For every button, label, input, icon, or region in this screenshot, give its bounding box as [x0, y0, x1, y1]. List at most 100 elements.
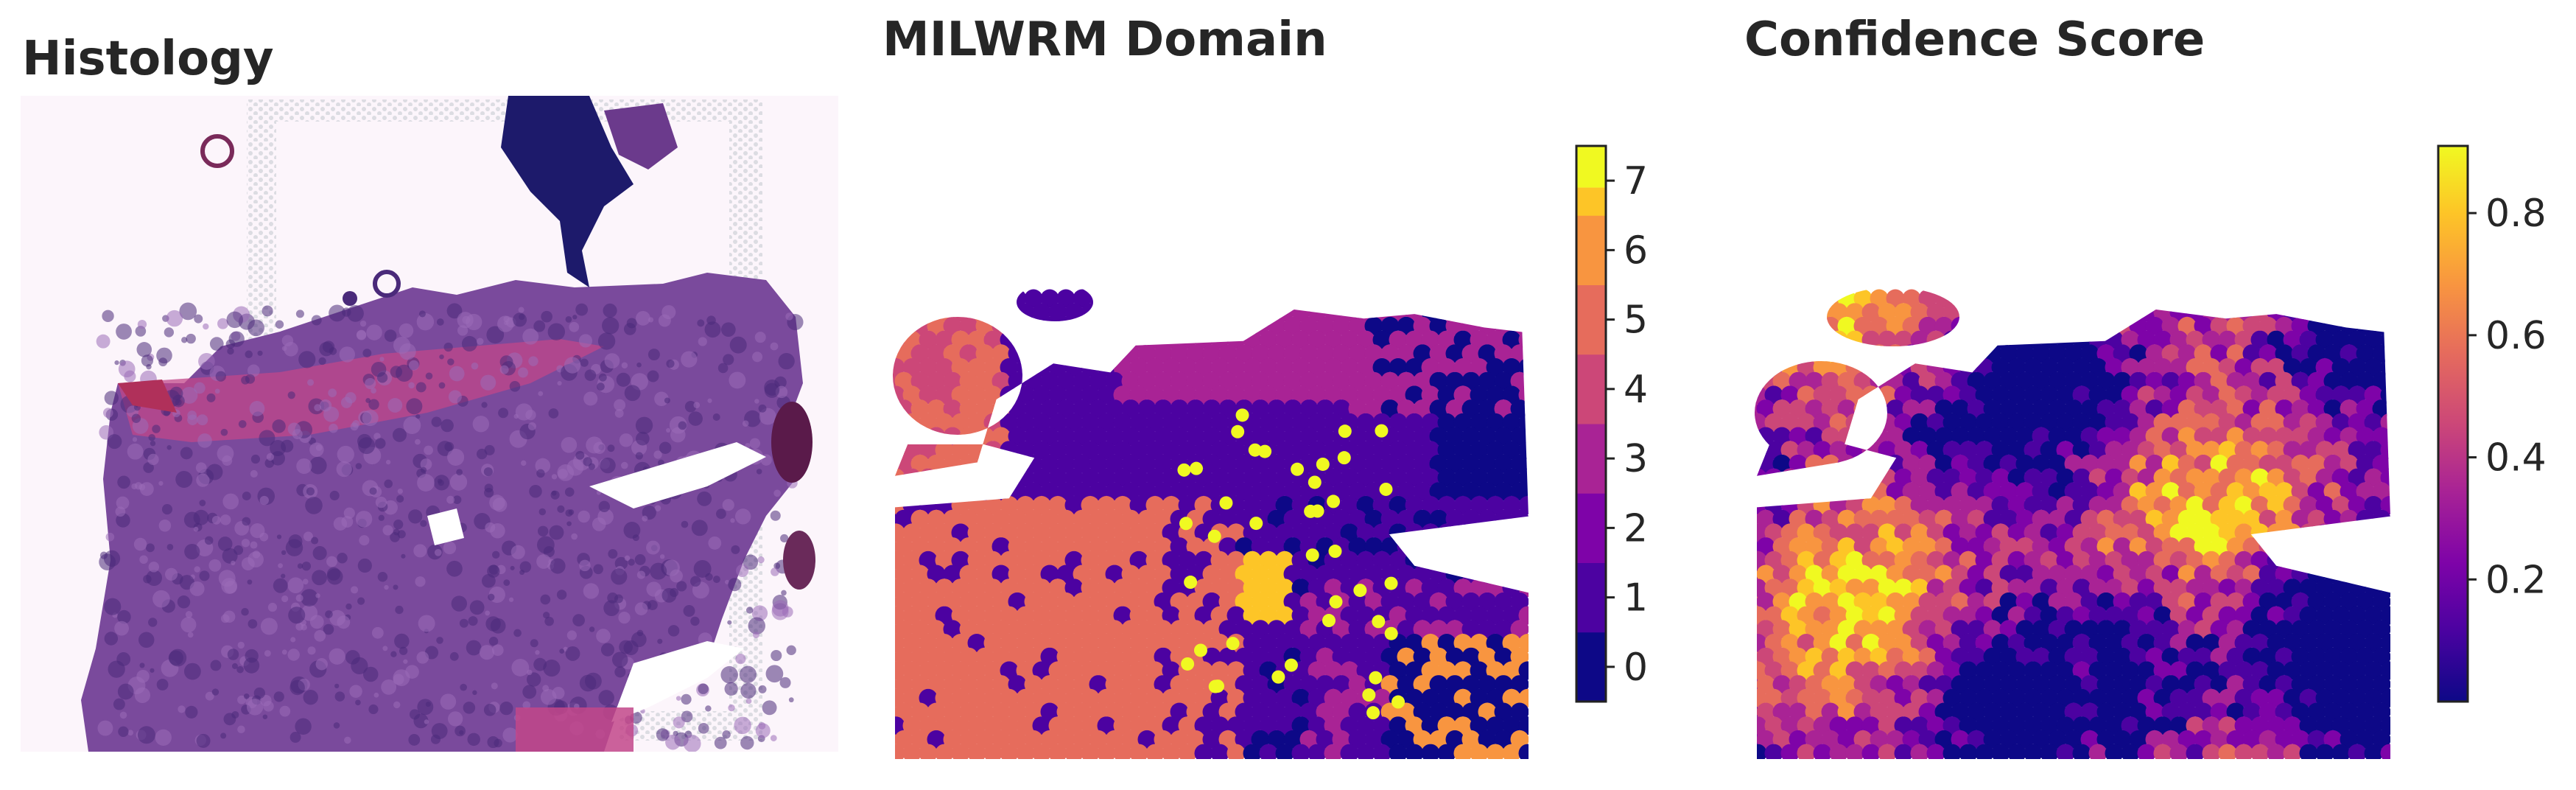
confidence-spot	[2145, 564, 2164, 584]
confidence-spot	[1934, 702, 1954, 721]
domain-spot	[1105, 592, 1124, 611]
domain-spot	[1129, 716, 1148, 735]
confidence-spot	[2315, 744, 2334, 759]
confidence-spot	[1789, 537, 1808, 556]
tissue-texture	[683, 735, 701, 752]
domain-spot	[902, 523, 922, 542]
domain-spot	[1316, 730, 1335, 749]
domain-spot	[1121, 620, 1140, 639]
confidence-spot	[2291, 537, 2310, 556]
tissue-texture	[342, 307, 351, 317]
tissue-texture	[319, 399, 332, 412]
tissue-texture	[653, 450, 662, 459]
confidence-spot	[1886, 427, 1905, 446]
tissue-texture	[178, 705, 186, 713]
domain-spot	[1291, 441, 1310, 460]
tissue-texture	[399, 323, 414, 338]
domain-spot	[1397, 371, 1416, 391]
confidence-spot	[2048, 454, 2067, 473]
domain-spot	[910, 537, 930, 556]
domain-spot	[893, 441, 905, 460]
confidence-spot	[1926, 550, 1945, 570]
tissue-texture	[572, 614, 585, 627]
tissue-texture	[193, 509, 209, 525]
confidence-spot	[2364, 744, 2383, 759]
confidence-spot	[2234, 523, 2253, 542]
confidence-spot	[1756, 399, 1775, 419]
domain-spot	[1218, 344, 1238, 363]
confidence-spot	[1886, 730, 1905, 749]
domain-spot	[1170, 620, 1189, 639]
confidence-spot	[1829, 606, 1848, 625]
confidence-spot	[2064, 675, 2083, 694]
domain-spot	[1251, 482, 1270, 501]
tissue-texture	[476, 338, 484, 345]
confidence-spot	[2129, 537, 2148, 556]
tissue-texture	[136, 669, 150, 683]
tissue-texture	[196, 473, 210, 487]
domain-spot	[1129, 468, 1148, 487]
confidence-spot	[2283, 496, 2302, 514]
confidence-spot	[2064, 289, 2083, 308]
domain-spot	[967, 550, 986, 570]
confidence-spot	[2105, 496, 2124, 514]
confidence-spot	[1886, 482, 1905, 501]
domain-spot	[1502, 441, 1521, 460]
confidence-spot	[2169, 496, 2189, 514]
confidence-spot	[2056, 744, 2075, 759]
tissue-texture	[127, 730, 134, 736]
confidence-spot	[2259, 509, 2278, 528]
domain-spot	[1145, 523, 1165, 542]
tissue-texture	[373, 692, 379, 698]
confidence-spot	[1959, 661, 1978, 680]
confidence-spot	[2015, 592, 2035, 611]
tissue-texture	[113, 698, 125, 710]
confidence-spot	[2015, 344, 2035, 363]
confidence-spot	[2259, 730, 2278, 749]
domain-spot	[1243, 385, 1262, 405]
confidence-spot	[2153, 441, 2172, 460]
confidence-spot	[2194, 564, 2213, 584]
tissue-texture	[513, 312, 527, 327]
domain-spot	[1356, 358, 1375, 377]
confidence-spot	[2169, 688, 2189, 707]
domain-spot	[1518, 523, 1529, 542]
domain-spot	[927, 399, 946, 419]
domain-spot	[1162, 523, 1181, 542]
domain-spot	[943, 730, 962, 749]
domain-spot	[1364, 537, 1383, 556]
domain-spot	[1372, 358, 1391, 377]
confidence-spot	[2177, 537, 2197, 556]
domain-spot	[1040, 289, 1059, 308]
domain-spot	[1000, 606, 1019, 625]
domain-spot	[1154, 675, 1173, 694]
tissue-texture	[249, 401, 265, 416]
tissue-texture	[180, 386, 198, 404]
confidence-spot	[2145, 289, 2164, 308]
confidence-spot	[1813, 385, 1832, 405]
domain-spot	[1275, 496, 1294, 514]
confidence-spot	[2299, 578, 2318, 598]
tissue-texture	[237, 725, 245, 734]
confidence-spot	[2040, 744, 2059, 759]
domain-spot	[1275, 550, 1294, 570]
domain-spot	[1024, 427, 1043, 446]
domain-spot	[1510, 482, 1529, 501]
tissue-texture	[393, 701, 401, 709]
tissue-texture	[657, 638, 663, 644]
confidence-spot	[1991, 744, 2010, 759]
tissue-texture	[611, 651, 628, 668]
domain-spot	[1251, 647, 1270, 666]
domain-spot	[1202, 647, 1221, 666]
tissue-texture	[446, 303, 463, 319]
domain-spot	[1251, 427, 1270, 446]
confidence-spot	[2267, 413, 2286, 432]
tissue-texture	[466, 640, 482, 656]
tissue-texture	[179, 302, 197, 321]
confidence-spot	[2153, 606, 2172, 625]
confidence-spot	[2048, 564, 2067, 584]
domain-spot	[1016, 413, 1035, 432]
confidence-spot	[1991, 496, 2010, 514]
domain-spot	[1445, 702, 1464, 721]
confidence-spot	[2202, 496, 2221, 514]
